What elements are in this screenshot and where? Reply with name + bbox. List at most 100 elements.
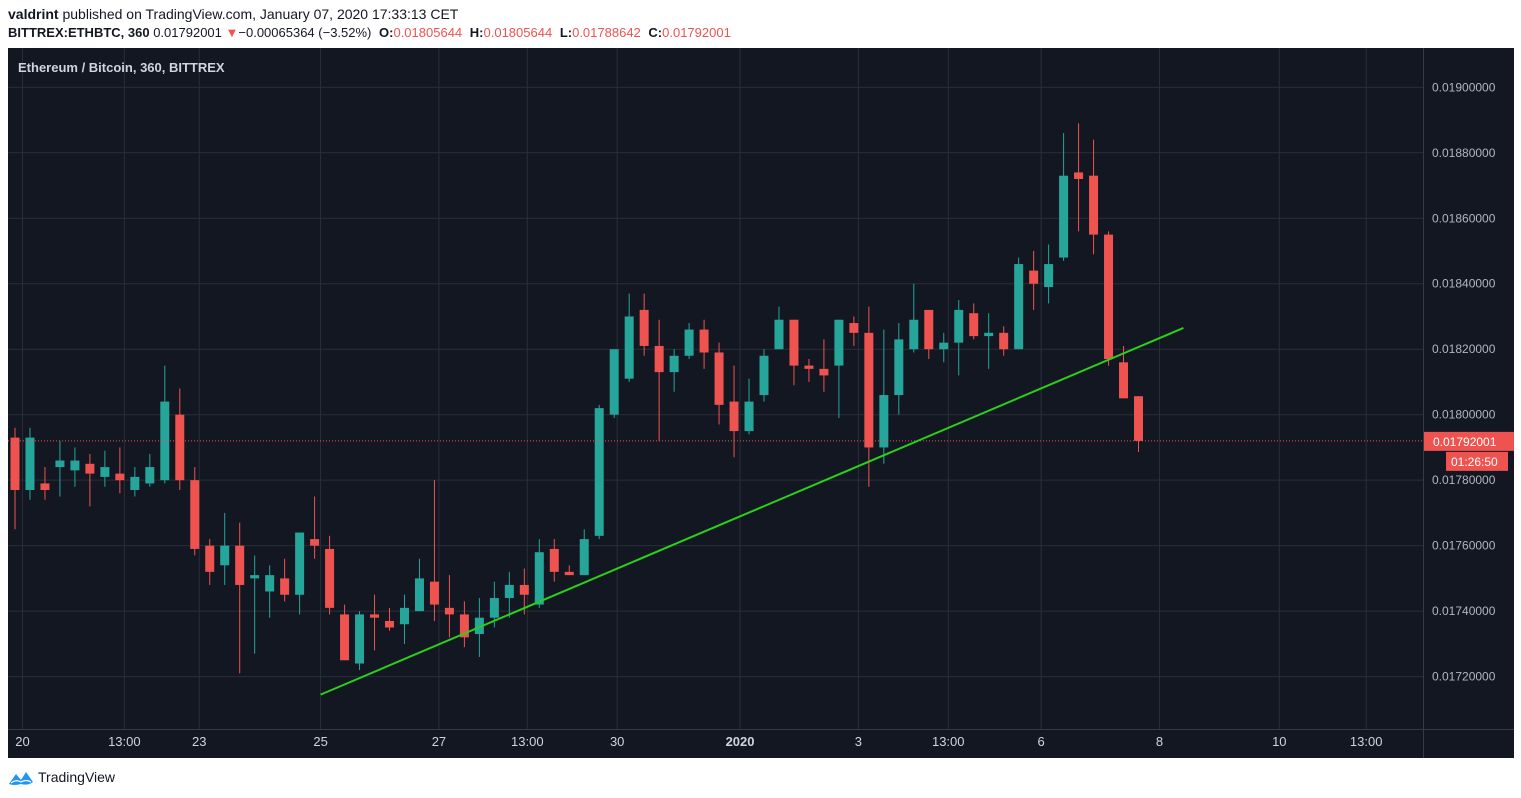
candle-body [55, 460, 65, 468]
y-tick-label: 0.01900000 [1432, 80, 1496, 94]
open-value: 0.01805644 [393, 25, 463, 40]
candle-body [654, 345, 664, 373]
candle-body [25, 437, 35, 490]
y-tick-label: 0.01760000 [1432, 539, 1496, 553]
tradingview-brand[interactable]: TradingView [38, 769, 116, 785]
candle-body [774, 319, 784, 350]
candle-body [1029, 270, 1039, 284]
candle-body [235, 545, 245, 585]
y-tick-label: 0.01780000 [1432, 473, 1496, 487]
candle-body [175, 414, 185, 481]
candle-body [579, 539, 589, 576]
candle-body [40, 483, 50, 490]
symbol-info-line: BITTREX:ETHBTC, 360 0.01792001 ▼−0.00065… [8, 25, 731, 40]
high-value: 0.01805644 [483, 25, 553, 40]
y-tick-label: 0.01800000 [1432, 408, 1496, 422]
low-value: 0.01788642 [572, 25, 641, 40]
x-tick-label: 3 [855, 734, 862, 749]
candle-body [340, 614, 350, 661]
candle-body [849, 323, 859, 333]
y-tick-label: 0.01860000 [1432, 211, 1496, 225]
candle-body [130, 476, 140, 490]
y-tick-label: 0.01820000 [1432, 342, 1496, 356]
candle-body [355, 614, 365, 664]
candle-body [954, 309, 964, 343]
candle-body [1074, 172, 1084, 179]
chart-background [8, 48, 1514, 758]
candle-body [295, 532, 305, 595]
close-value: 0.01792001 [662, 25, 731, 40]
candle-body [459, 614, 469, 638]
candle-body [250, 575, 260, 579]
price-change: −0.00065364 (−3.52%) [238, 25, 372, 40]
author-name[interactable]: valdrint [8, 6, 59, 22]
chart-area[interactable]: 0.01720000 0.01740000 0.01760000 0.01780000… [8, 48, 1514, 758]
candle-body [1119, 362, 1129, 399]
bar-countdown: 01:26:50 [1451, 455, 1498, 469]
candle-body [489, 598, 499, 618]
down-arrow-icon: ▼ [225, 25, 239, 40]
candle-body [385, 620, 394, 628]
candle-body [399, 607, 409, 625]
candle-body [819, 368, 829, 376]
high-label: H: [469, 25, 484, 40]
candle-body [759, 355, 769, 396]
candle-body [594, 408, 604, 536]
candle-body [729, 401, 739, 432]
candle-body [310, 539, 320, 546]
x-tick-label: 13:00 [932, 734, 965, 749]
publication-line: valdrint published on TradingView.com, J… [8, 6, 458, 22]
last-price-label: 0.01792001 [1433, 435, 1497, 449]
published-text: published on TradingView.com, January 07… [62, 6, 459, 22]
candle-body [969, 313, 979, 337]
candle-body [429, 581, 439, 605]
last-price: 0.01792001 [153, 25, 222, 40]
x-tick-label: 13:00 [1350, 734, 1383, 749]
candle-body [115, 473, 125, 481]
candle-body [10, 437, 20, 490]
candle-body [474, 617, 484, 635]
candle-body [414, 578, 424, 612]
x-tick-label: 23 [192, 734, 206, 749]
x-tick-label: 25 [313, 734, 327, 749]
symbol-label: BITTREX:ETHBTC, 360 [8, 25, 150, 40]
candle-body [789, 319, 799, 366]
candle-body [894, 339, 904, 396]
candle-body [564, 571, 574, 576]
tradingview-logo-icon[interactable] [8, 769, 34, 787]
candle-body [534, 552, 544, 605]
candle-body [879, 395, 889, 448]
y-tick-label: 0.01840000 [1432, 277, 1496, 291]
x-tick-label: 8 [1156, 734, 1163, 749]
candle-body [744, 401, 754, 432]
x-tick-label: 20 [15, 734, 29, 749]
x-tick-label: 6 [1038, 734, 1045, 749]
candle-body [684, 329, 694, 356]
candle-body [909, 319, 919, 350]
candle-body [145, 467, 155, 484]
candle-body [1089, 175, 1099, 235]
close-label: C: [648, 25, 663, 40]
x-tick-label: 30 [610, 734, 624, 749]
candle-body [639, 309, 649, 346]
candle-body [280, 578, 290, 595]
chart-title: Ethereum / Bitcoin, 360, BITTREX [18, 60, 225, 75]
candle-body [1134, 396, 1143, 441]
candle-body [939, 342, 949, 350]
trend-line [320, 327, 1184, 696]
candle-body [984, 332, 994, 337]
x-tick-label: 13:00 [511, 734, 544, 749]
x-tick-label: 27 [432, 734, 446, 749]
candle-body [834, 319, 844, 366]
candle-body [519, 584, 529, 595]
candle-body [549, 548, 559, 572]
candle-body [804, 365, 814, 369]
y-tick-label: 0.01880000 [1432, 146, 1496, 160]
candle-body [504, 584, 514, 599]
candlestick-chart[interactable]: 0.01720000 0.01740000 0.01760000 0.01780000… [8, 48, 1514, 758]
x-tick-label: 2020 [726, 734, 755, 749]
candle-body [100, 467, 110, 477]
candle-body [699, 329, 709, 353]
y-tick-label: 0.01740000 [1432, 604, 1496, 618]
x-tick-label: 10 [1272, 734, 1286, 749]
